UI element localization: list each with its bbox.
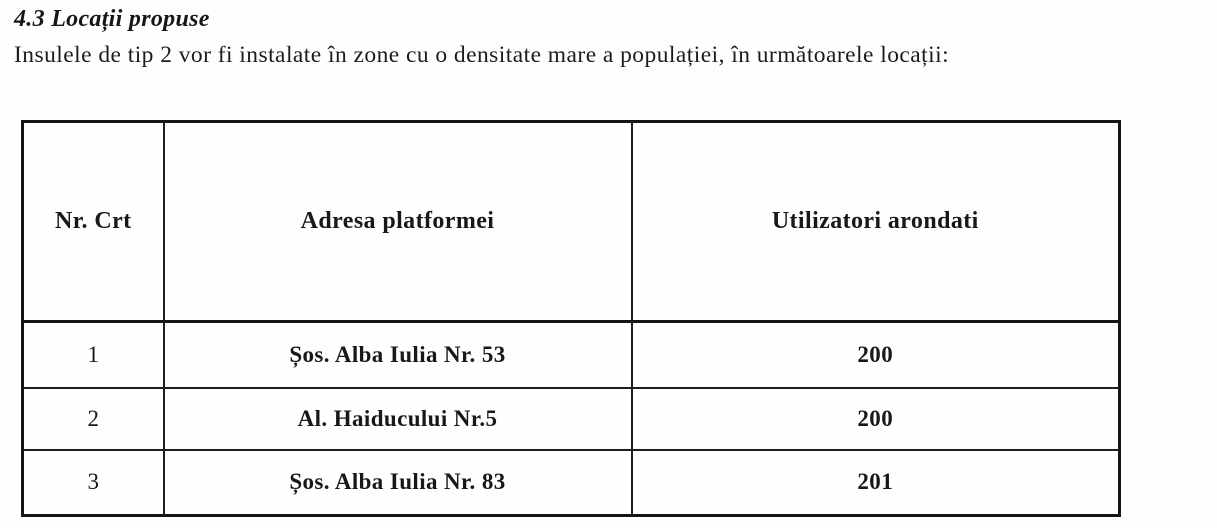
column-header-adresa-platformei: Adresa platformei	[162, 120, 633, 323]
table-row: 1 Șos. Alba Iulia Nr. 53 200	[21, 320, 1121, 389]
cell-nr-crt: 2	[21, 386, 165, 451]
cell-utilizatori: 201	[630, 448, 1121, 517]
cell-adresa: Șos. Alba Iulia Nr. 53	[162, 320, 633, 389]
cell-utilizatori: 200	[630, 386, 1121, 451]
table-row: 2 Al. Haiducului Nr.5 200	[21, 386, 1121, 451]
locations-table: Nr. Crt Adresa platformei Utilizatori ar…	[21, 120, 1121, 517]
cell-nr-crt: 1	[21, 320, 165, 389]
cell-nr-crt: 3	[21, 448, 165, 517]
cell-utilizatori: 200	[630, 320, 1121, 389]
table-row: 3 Șos. Alba Iulia Nr. 83 201	[21, 448, 1121, 517]
cell-adresa: Al. Haiducului Nr.5	[162, 386, 633, 451]
column-header-utilizatori-arondati: Utilizatori arondati	[630, 120, 1121, 323]
table-header-row: Nr. Crt Adresa platformei Utilizatori ar…	[21, 120, 1121, 323]
section-heading: 4.3 Locații propuse	[14, 6, 210, 32]
column-header-nr-crt: Nr. Crt	[21, 120, 165, 323]
cell-adresa: Șos. Alba Iulia Nr. 83	[162, 448, 633, 517]
intro-paragraph: Insulele de tip 2 vor fi instalate în zo…	[14, 42, 950, 68]
